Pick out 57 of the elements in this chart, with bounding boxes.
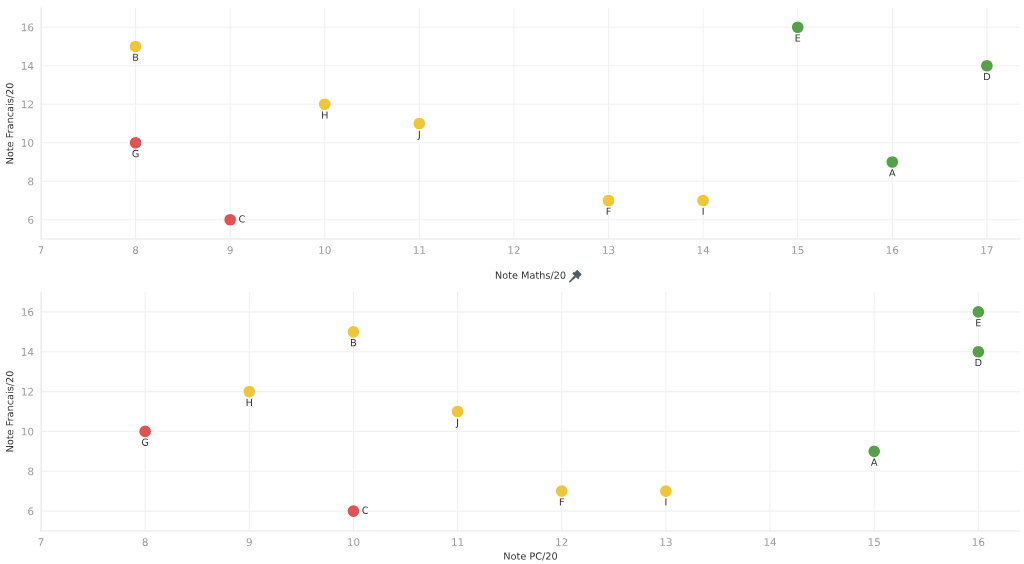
x-tick-label: 12: [556, 538, 568, 546]
y-tick-label: 16: [21, 23, 34, 32]
x-axis-title: Note PC/20: [504, 552, 558, 561]
x-tick-label: 8: [142, 538, 148, 547]
annotation: D: [984, 72, 991, 81]
y-tick-label: 12: [21, 100, 34, 109]
annotation: E: [976, 319, 981, 327]
annotation: J: [417, 130, 420, 140]
y-axis-title: Note Francais/20: [5, 83, 15, 164]
y-tick-label: 8: [28, 467, 34, 476]
y-tick-label: 6: [28, 215, 34, 224]
x-tick-label: 10: [347, 538, 360, 547]
x-tick-label: 14: [697, 246, 710, 254]
annotation: D: [975, 358, 982, 367]
annotation: B: [133, 53, 139, 61]
annotation: G: [132, 149, 139, 158]
y-tick-label: 6: [28, 507, 34, 516]
x-tick-label: 7: [38, 538, 44, 546]
annotation: G: [141, 438, 149, 446]
annotation: A: [870, 458, 878, 466]
y-tick-label: 14: [21, 348, 34, 356]
annotation: F: [559, 498, 564, 506]
annotation: A: [889, 169, 896, 177]
x-tick-label: 10: [319, 246, 331, 255]
x-tick-label: 17: [981, 246, 993, 254]
x-tick-label: 11: [452, 538, 464, 546]
annotation: B: [351, 339, 357, 347]
annotation: J: [455, 418, 459, 428]
x-axis-title: Note Maths/20: [495, 271, 566, 280]
x-tick-label: 15: [792, 246, 804, 255]
annotation: E: [795, 34, 801, 42]
x-tick-label: 13: [603, 246, 615, 255]
y-tick-label: 14: [21, 62, 34, 70]
annotation: C: [362, 506, 369, 514]
y-axis-title: Note Francais/20: [5, 371, 15, 452]
y-tick-label: 12: [21, 387, 34, 396]
x-tick-label: 8: [132, 246, 139, 255]
x-tick-label: 13: [660, 538, 672, 547]
annotation: I: [702, 207, 704, 215]
x-tick-label: 12: [508, 246, 520, 254]
y-tick-label: 10: [21, 427, 34, 436]
annotation: H: [246, 398, 252, 406]
x-tick-label: 7: [38, 246, 44, 254]
x-tick-label: 16: [972, 538, 985, 547]
y-tick-label: 10: [21, 138, 34, 147]
annotation: F: [606, 207, 611, 215]
x-tick-label: 9: [227, 246, 233, 255]
annotation: H: [322, 111, 328, 119]
x-tick-label: 16: [886, 246, 899, 255]
y-tick-label: 16: [21, 308, 34, 317]
annotation: C: [239, 215, 245, 223]
annotation: I: [665, 498, 667, 506]
x-tick-label: 15: [868, 538, 880, 547]
x-tick-label: 14: [764, 538, 777, 546]
y-tick-label: 8: [28, 177, 34, 186]
x-tick-label: 11: [413, 246, 426, 254]
x-tick-label: 9: [246, 538, 252, 547]
